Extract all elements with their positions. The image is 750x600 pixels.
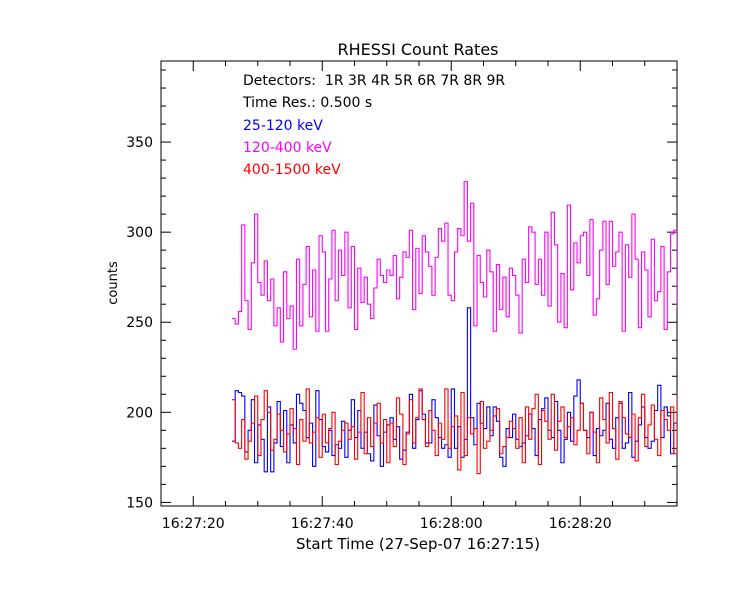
axis-ticks <box>160 61 678 506</box>
detectors-label: Detectors: 1R 3R 4R 5R 6R 7R 8R 9R <box>243 73 505 89</box>
x-tick-label: 16:28:00 <box>420 516 483 532</box>
y-tick-label: 300 <box>126 225 153 241</box>
y-tick-label: 200 <box>126 405 153 421</box>
series-layer <box>231 181 677 475</box>
x-tick-label: 16:28:20 <box>549 516 612 532</box>
y-tick-label: 150 <box>126 495 153 511</box>
y-tick-label: 250 <box>126 315 153 331</box>
chart-title: RHESSI Count Rates <box>338 40 499 59</box>
x-tick-label: 16:27:20 <box>162 516 225 532</box>
legend-entry-400-1500: 400-1500 keV <box>243 162 341 178</box>
x-tick-label: 16:27:40 <box>291 516 354 532</box>
series-line-400-1500-kev <box>231 388 677 475</box>
legend-entry-25-120: 25-120 keV <box>243 118 323 134</box>
time-res-label: Time Res.: 0.500 s <box>242 95 372 111</box>
x-axis-label: Start Time (27-Sep-07 16:27:15) <box>296 535 540 553</box>
y-tick-labels: 150 200 250 300 350 <box>126 135 153 511</box>
x-tick-labels: 16:27:20 16:27:40 16:28:00 16:28:20 <box>162 516 612 532</box>
legend-entry-120-400: 120-400 keV <box>243 140 332 156</box>
series-line-120-400-kev <box>231 181 677 350</box>
y-axis-label: counts <box>106 261 121 305</box>
y-tick-label: 350 <box>126 135 153 151</box>
